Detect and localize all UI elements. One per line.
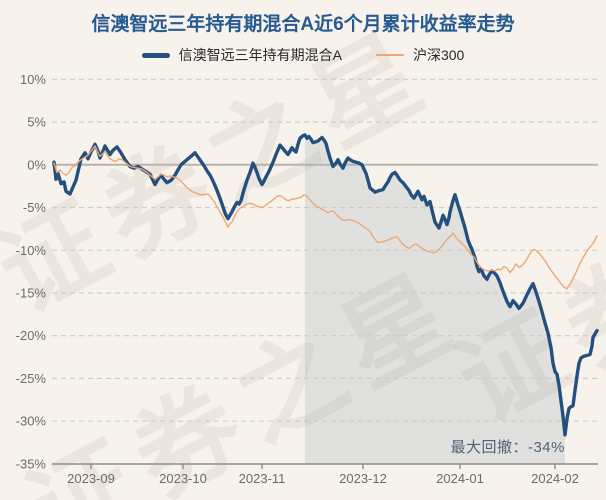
fund-line-swatch-icon [141,52,170,58]
chart-title: 信澳智远三年持有期混合A近6个月累计收益率走势 [91,14,515,35]
svg-text:2024-02: 2024-02 [531,471,579,486]
gridlines [52,78,598,422]
max-drawdown-region [305,134,565,464]
svg-text:-30%: -30% [16,414,47,429]
svg-text:2023-12: 2023-12 [339,471,387,486]
series-line-fund [52,133,599,437]
svg-text:2023-11: 2023-11 [239,471,286,486]
svg-text:5%: 5% [27,115,46,130]
series-line-index [53,145,598,290]
legend-fund-label: 信澳智远三年持有期混合A [178,47,342,63]
max-drawdown-label: 最大回撤： [450,439,528,456]
svg-text:2024-01: 2024-01 [436,471,484,486]
y-axis-labels: 10% 5% 0% -5% -10% -15% -20% -25% -30% -35% [16,72,47,472]
svg-text:-20%: -20% [16,328,47,343]
chart-legend: 信澳智远三年持有期混合A 沪深300 [0,45,606,65]
legend-index-label: 沪深300 [412,47,465,63]
svg-text:-35%: -35% [16,456,47,471]
max-drawdown-value: -34% [527,439,565,456]
svg-text:2023-09: 2023-09 [67,471,115,486]
svg-text:-5%: -5% [23,200,47,215]
svg-text:-10%: -10% [16,243,47,258]
svg-text:0%: 0% [27,157,46,172]
x-axis-labels: 2023-09 2023-10 2023-11 2023-12 2024-01 2024-… [67,471,579,486]
svg-text:10%: 10% [20,72,46,87]
max-drawdown-annotation: 最大回撤：-34% [450,436,565,457]
index-line-swatch-icon [375,54,404,56]
legend-item-fund[interactable]: 信澳智远三年持有期混合A [141,45,342,65]
x-axis [52,463,598,469]
svg-text:2023-10: 2023-10 [159,471,207,486]
legend-item-index[interactable]: 沪深300 [375,45,465,65]
svg-text:-15%: -15% [16,286,47,301]
svg-text:-25%: -25% [16,371,47,386]
